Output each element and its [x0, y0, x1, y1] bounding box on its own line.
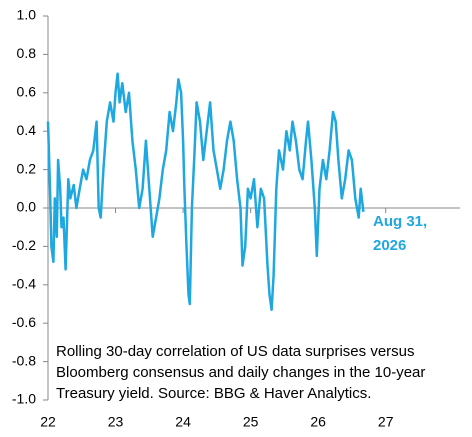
x-tick-label: 22 — [40, 414, 56, 430]
x-tick-label: 23 — [108, 414, 124, 430]
data-line — [46, 72, 365, 312]
y-tick-label: -0.8 — [12, 352, 36, 368]
caption: Rolling 30-day correlation of US data su… — [56, 343, 415, 360]
annotation: Aug 31, — [373, 213, 427, 230]
annotation: 2026 — [373, 237, 406, 254]
x-tick-label: 26 — [310, 414, 326, 430]
y-tick-label: 1.0 — [17, 7, 37, 23]
caption: Treasury yield. Source: BBG & Haver Anal… — [56, 385, 371, 402]
y-tick-label: 0.4 — [17, 122, 37, 138]
y-tick-label: -0.4 — [12, 276, 36, 292]
y-tick-label: 0.2 — [17, 160, 37, 176]
y-tick-label: 0.0 — [17, 199, 37, 215]
x-tick-label: 27 — [378, 414, 394, 430]
y-tick-label: -0.6 — [12, 314, 36, 330]
x-tick-label: 25 — [243, 414, 259, 430]
y-tick-label: 0.6 — [17, 84, 37, 100]
y-tick-label: 0.8 — [17, 45, 37, 61]
y-tick-label: -1.0 — [12, 391, 36, 407]
x-tick-label: 24 — [175, 414, 191, 430]
caption: Bloomberg consensus and daily changes in… — [56, 364, 425, 381]
caption-box — [52, 340, 464, 406]
y-tick-label: -0.2 — [12, 237, 36, 253]
